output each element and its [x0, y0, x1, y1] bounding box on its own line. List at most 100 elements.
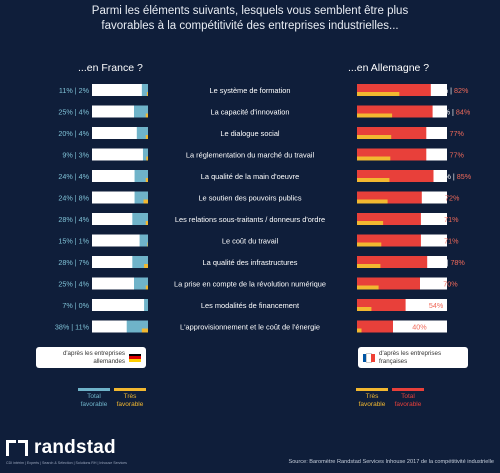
logo-text: randstad — [34, 437, 116, 458]
source-note: Source: Baromètre Randstad Services Inho… — [288, 459, 494, 465]
france-value-label: 24% | 8% — [58, 194, 89, 203]
right-key-tres-label: Très favorable — [358, 393, 386, 408]
title-line-2: favorables à la compétitivité des entrep… — [101, 20, 399, 32]
right-key-total-swatch — [392, 388, 424, 391]
germany-tres-bar — [357, 113, 393, 118]
germany-tres-bar — [357, 178, 390, 182]
germany-flag-icon — [129, 353, 141, 362]
germany-tres-bar — [357, 264, 381, 268]
france-total-bar — [134, 170, 148, 182]
category-label: Le système de formation — [210, 86, 291, 95]
germany-value-label: 38% | 77% — [429, 129, 464, 138]
france-track-bar — [92, 84, 148, 96]
france-total-bar — [134, 105, 148, 118]
france-value-label: 15% | 1% — [58, 237, 89, 246]
germany-tres-bar — [357, 199, 388, 204]
left-key-total-swatch — [78, 388, 110, 391]
france-total-bar — [136, 127, 148, 139]
germany-tres-bar — [357, 156, 391, 161]
germany-value-label: 5% | 40% — [396, 323, 427, 332]
left-key-total-label: Total favorable — [80, 393, 108, 408]
category-label: La réglementation du marché du travail — [186, 151, 315, 160]
right-legend-note: d'après les entreprises françaises — [379, 350, 442, 365]
france-track-bar — [92, 299, 148, 311]
left-key-tres-swatch — [114, 388, 146, 391]
germany-value-label: 47% | 82% — [434, 86, 469, 95]
category-label: L'approvisionnement et le coût de l'éner… — [180, 323, 320, 332]
right-key-total-label: Total favorable — [394, 393, 422, 408]
right-key-tres-swatch — [356, 388, 388, 391]
germany-value-label: 27% | 71% — [424, 237, 459, 246]
germany-tres-bar — [357, 92, 400, 96]
france-tres-bar — [145, 285, 148, 290]
france-value-label: 25% | 4% — [58, 280, 89, 289]
france-value-label: 9% | 3% — [62, 151, 89, 160]
germany-tres-bar — [357, 328, 362, 333]
germany-total-bar — [357, 320, 393, 333]
randstad-logo: randstad — [6, 437, 116, 459]
left-legend-note: d'après les entreprises allemandes — [62, 350, 125, 365]
left-key-tres-label: Très favorable — [116, 393, 144, 408]
france-total-bar — [139, 234, 148, 247]
right-column-header: ...en Allemagne ? — [348, 62, 430, 74]
france-tres-bar — [147, 242, 148, 247]
randstad-mark-icon — [6, 440, 28, 456]
france-value-label: 25% | 4% — [58, 108, 89, 117]
france-tres-bar — [145, 178, 148, 182]
germany-tres-bar — [357, 307, 372, 311]
germany-tres-bar — [357, 242, 382, 247]
france-total-bar — [141, 84, 148, 96]
left-column-header: ...en France ? — [78, 62, 143, 74]
logo-subtitle: CDI intérim | Experts | Search & Sélecti… — [6, 461, 127, 465]
france-total-bar — [132, 213, 148, 225]
france-total-bar — [142, 148, 148, 161]
germany-value-label: 24% | 70% — [423, 280, 458, 289]
france-tres-bar — [145, 113, 148, 118]
germany-value-label: 34% | 72% — [425, 194, 460, 203]
category-label: Le dialogue social — [220, 129, 280, 138]
right-legend-box: d'après les entreprises françaises — [358, 347, 468, 368]
france-track-bar — [92, 148, 148, 161]
title-line-1: Parmi les éléments suivants, lesquels vo… — [91, 5, 409, 17]
germany-value-label: 37% | 77% — [429, 151, 464, 160]
left-legend-box: d'après les entreprises allemandes — [36, 347, 146, 368]
france-value-label: 28% | 7% — [58, 258, 89, 267]
france-track-bar — [92, 127, 148, 139]
france-value-label: 7% | 0% — [62, 301, 89, 310]
france-tres-bar — [145, 135, 148, 139]
france-tres-bar — [141, 328, 148, 333]
germany-tres-bar — [357, 221, 384, 225]
germany-value-label: 29% | 71% — [424, 215, 459, 224]
france-tres-bar — [145, 221, 148, 225]
france-tres-bar — [144, 264, 148, 268]
france-value-label: 38% | 11% — [55, 323, 90, 332]
germany-value-label: 39% | 84% — [436, 108, 471, 117]
france-tres-bar — [146, 92, 148, 96]
france-track-bar — [92, 170, 148, 182]
france-tres-bar — [146, 156, 148, 161]
france-total-bar — [144, 299, 148, 311]
category-label: La qualité de la main d'oeuvre — [201, 172, 299, 181]
category-label: La prise en compte de la révolution numé… — [174, 280, 326, 289]
germany-value-label: 36% | 85% — [437, 172, 472, 181]
france-value-label: 28% | 4% — [58, 215, 89, 224]
france-total-bar — [134, 277, 148, 290]
germany-tres-bar — [357, 285, 379, 290]
france-value-label: 20% | 4% — [58, 129, 89, 138]
category-label: La capacité d'innovation — [210, 108, 289, 117]
france-track-bar — [92, 234, 148, 247]
category-label: Les modalités de financement — [201, 301, 299, 310]
germany-value-label: 16% | 54% — [409, 301, 444, 310]
germany-value-label: 26% | 78% — [430, 258, 465, 267]
france-track-bar — [92, 191, 148, 204]
france-value-label: 24% | 4% — [58, 172, 89, 181]
chart-title: Parmi les éléments suivants, lesquels vo… — [0, 4, 500, 34]
category-label: La qualité des infrastructures — [203, 258, 298, 267]
category-label: Les relations sous-traitants / donneurs … — [175, 215, 325, 224]
germany-tres-bar — [357, 135, 392, 139]
france-tres-bar — [143, 199, 148, 204]
category-label: Le coût du travail — [222, 237, 279, 246]
category-label: Le soutien des pouvoirs publics — [198, 194, 301, 203]
france-flag-icon — [363, 352, 375, 363]
